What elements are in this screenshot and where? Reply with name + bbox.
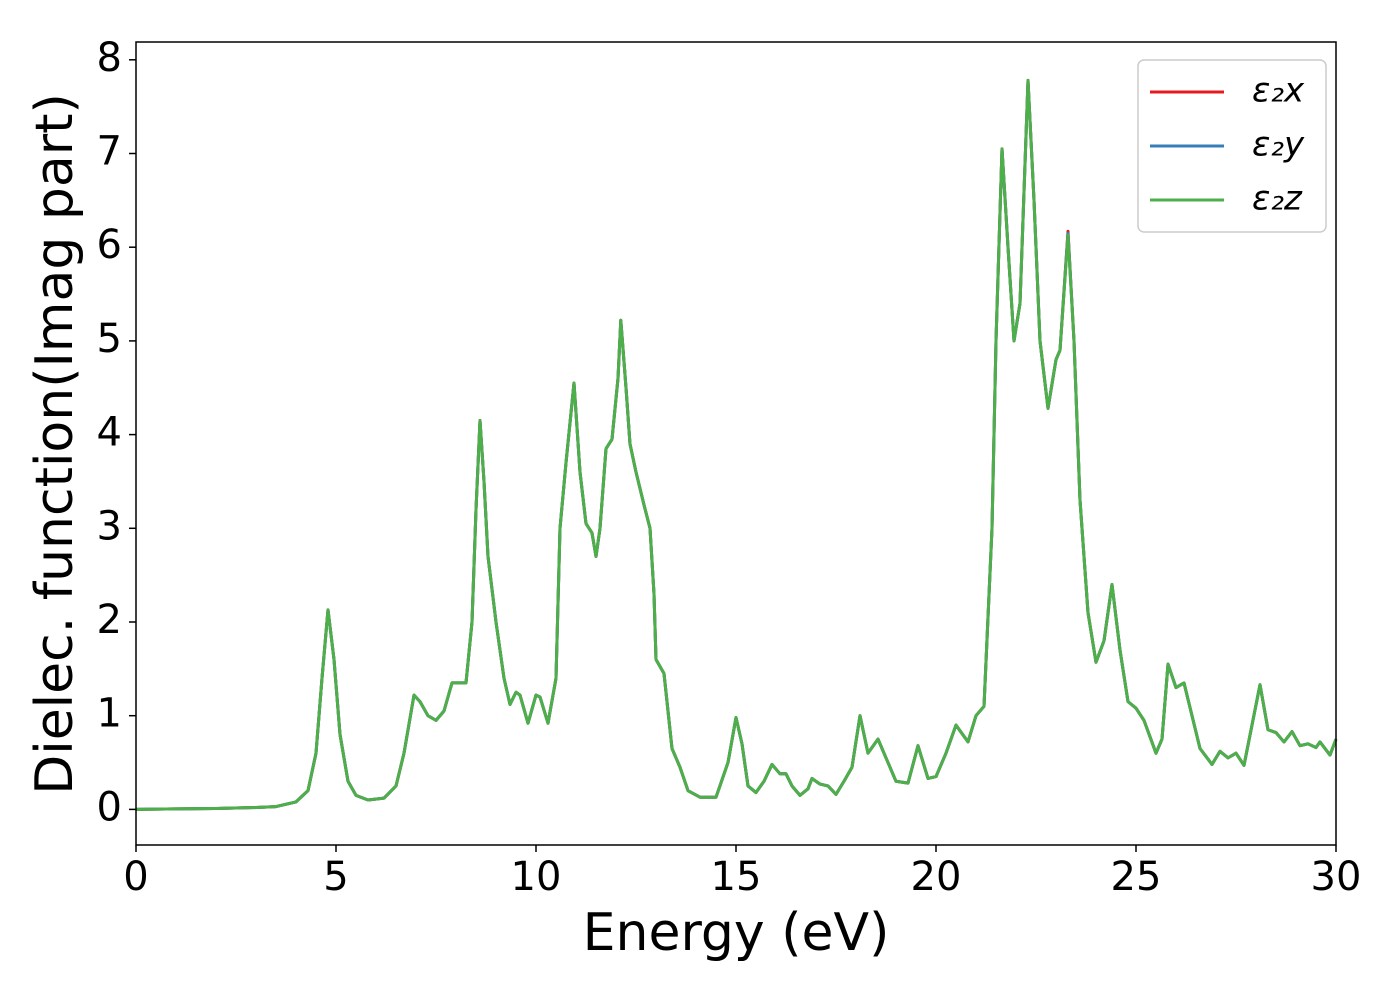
y-tick-label: 4 (97, 410, 122, 456)
x-tick-label: 30 (1311, 854, 1362, 900)
y-axis-label: Dielec. function(Imag part) (25, 93, 85, 795)
y-tick-label: 3 (97, 503, 122, 549)
legend-label: ε₂x (1252, 71, 1305, 111)
legend-label: ε₂y (1252, 125, 1305, 165)
y-tick-label: 5 (97, 316, 122, 362)
legend: ε₂x ε₂y ε₂z (1137, 59, 1327, 233)
y-tick-label: 7 (97, 129, 122, 175)
x-tick-label: 25 (1111, 854, 1162, 900)
legend-box (1137, 59, 1327, 233)
legend-label: ε₂z (1252, 179, 1303, 219)
y-tick-label: 6 (97, 222, 122, 268)
y-tick-label: 8 (97, 35, 122, 81)
plot-frame (135, 41, 1337, 846)
x-tick-label: 5 (323, 854, 348, 900)
x-tick-label: 20 (911, 854, 962, 900)
x-axis-label: Energy (eV) (583, 903, 890, 963)
y-tick-label: 2 (97, 597, 122, 643)
x-tick-label: 15 (711, 854, 762, 900)
y-tick-label: 1 (97, 691, 122, 737)
x-tick-label: 10 (511, 854, 562, 900)
series-line (135, 78, 1338, 811)
y-tick-label: 0 (97, 784, 122, 830)
x-tick-label: 0 (123, 854, 148, 900)
